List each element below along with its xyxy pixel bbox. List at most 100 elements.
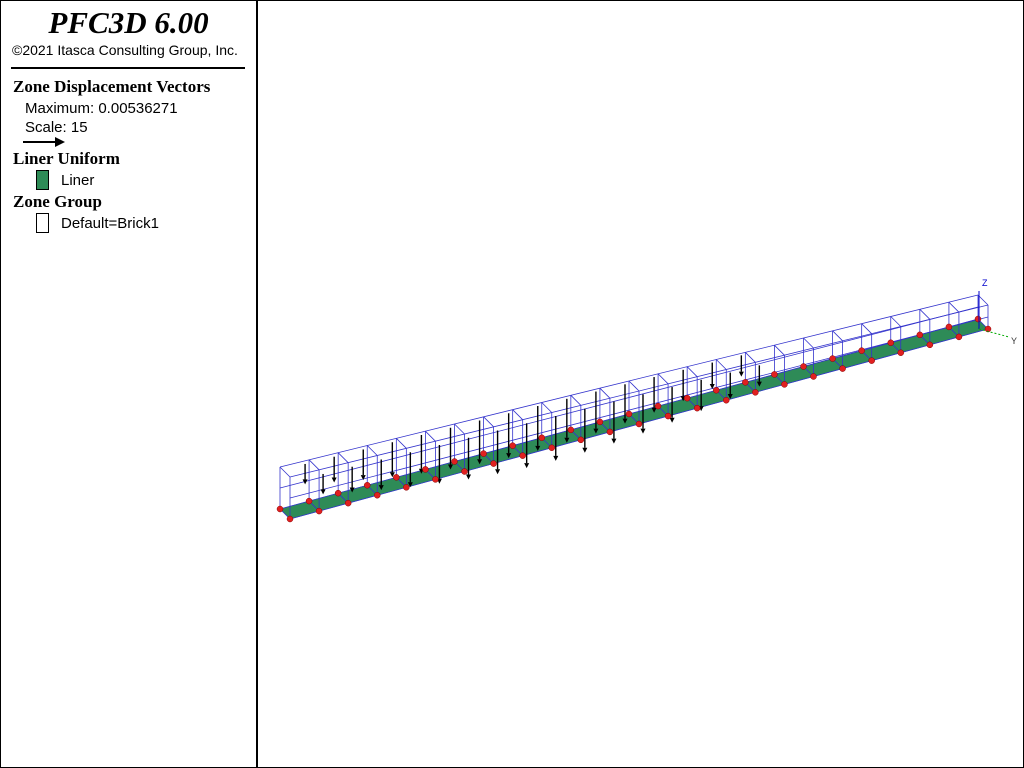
legend-title: Zone Displacement Vectors [13, 77, 211, 96]
zone-edge [628, 380, 640, 392]
liner-node [723, 397, 730, 404]
liner-node [451, 458, 458, 465]
vector-head [448, 464, 453, 470]
axis-label: Y [1011, 336, 1017, 346]
vector-head [378, 485, 384, 491]
liner-node [858, 347, 865, 354]
zone-edge [919, 309, 931, 320]
divider [11, 67, 245, 69]
zone-edge [977, 294, 989, 306]
liner-node [364, 482, 371, 489]
liner-node [974, 315, 982, 323]
liner-node [742, 379, 749, 386]
liner-node [334, 489, 342, 497]
vector-head [349, 487, 355, 493]
zone-edge [454, 423, 465, 435]
vector-head [738, 371, 744, 377]
vector-head [622, 418, 628, 424]
legend-title: Liner Uniform [13, 149, 120, 168]
liner-node [868, 357, 875, 364]
zone-edge [803, 337, 814, 349]
liner-swatch [36, 170, 49, 190]
vector-head [593, 428, 599, 434]
liner-node [286, 515, 294, 523]
liner-node [800, 363, 807, 370]
liner-node [276, 505, 284, 513]
zone-edge [861, 323, 872, 334]
liner-node [683, 394, 691, 402]
zone-edge [686, 366, 698, 377]
legend-title: Zone Group [13, 192, 102, 211]
model-view: Z Y [276, 278, 1017, 523]
liner-node [945, 323, 953, 331]
zone-edge [425, 430, 436, 442]
zone-edge [745, 352, 756, 363]
zone-edge [657, 373, 669, 385]
vector-head [727, 394, 733, 400]
liner-node [654, 402, 662, 410]
liner-node [781, 381, 788, 388]
zone-edge [366, 445, 378, 456]
zone-edge [599, 387, 611, 399]
liner-node [771, 371, 778, 378]
vector-head [302, 479, 308, 485]
vector-head [640, 428, 646, 434]
liner-node [374, 492, 381, 499]
zone-edge [337, 452, 349, 463]
zone-edge [890, 316, 902, 327]
liner-node [606, 428, 614, 436]
vector-head [506, 453, 512, 459]
copyright: ©2021 Itasca Consulting Group, Inc. [12, 42, 238, 58]
vector-head [535, 445, 541, 451]
liner-node [897, 349, 904, 356]
vector-head [564, 437, 570, 443]
app-title: PFC3D 6.00 [48, 5, 209, 40]
liner-node [596, 418, 604, 426]
vector-head [582, 447, 588, 453]
liner-node [625, 410, 633, 418]
vector-head [756, 381, 762, 387]
liner-node [432, 476, 439, 483]
legend-item: Default=Brick1 [61, 215, 159, 232]
zone-edge [948, 301, 960, 313]
vector-head [360, 475, 366, 481]
zone-edge [715, 359, 727, 370]
zone-edge [512, 409, 523, 420]
vector-head [611, 438, 617, 444]
liner-node [393, 474, 400, 481]
zone-edge [774, 344, 785, 356]
liner-node [509, 442, 516, 449]
liner-node [490, 460, 497, 467]
liner-node [422, 466, 429, 473]
liner-node [810, 373, 817, 380]
zone-edge [279, 466, 291, 478]
vector-head [331, 477, 337, 483]
zone-edge [483, 416, 494, 428]
legend-item: Maximum: 0.00536271 [25, 100, 178, 117]
liner-node [887, 339, 894, 346]
zone-edge [570, 395, 582, 406]
zone-edge [396, 438, 407, 449]
legend-item: Liner [61, 172, 95, 189]
legend-item: Scale: 15 [25, 119, 88, 136]
liner-node [480, 450, 487, 457]
group-swatch [36, 213, 49, 233]
liner-node [693, 404, 701, 412]
vector-symbol [23, 137, 65, 147]
liner-node [548, 444, 555, 451]
liner-node [752, 389, 759, 396]
liner-node [635, 420, 643, 428]
vector-head [709, 384, 715, 390]
liner-node [403, 484, 410, 491]
axis [978, 328, 1010, 338]
vector-head [477, 459, 483, 465]
liner-node [567, 426, 575, 434]
vector-head [669, 417, 675, 423]
liner-node [829, 355, 836, 362]
zone-edge [832, 330, 843, 342]
liner-node [664, 412, 672, 420]
vector-head [524, 463, 530, 469]
vector-head [389, 472, 395, 478]
vector-head [407, 482, 413, 488]
